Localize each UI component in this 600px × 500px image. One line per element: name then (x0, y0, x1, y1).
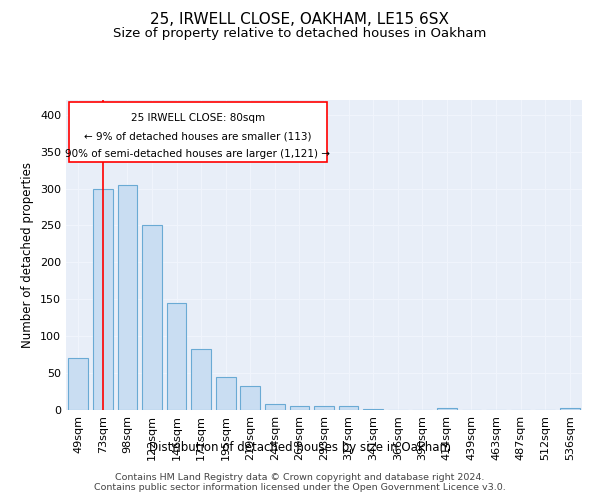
Text: ← 9% of detached houses are smaller (113): ← 9% of detached houses are smaller (113… (84, 132, 311, 141)
Text: 90% of semi-detached houses are larger (1,121) →: 90% of semi-detached houses are larger (… (65, 149, 330, 159)
Bar (364, 408, 383, 410)
Bar (290, 406, 309, 410)
Bar (142, 226, 162, 410)
Bar (216, 377, 236, 410)
Bar (118, 185, 137, 410)
Text: Distribution of detached houses by size in Oakham: Distribution of detached houses by size … (149, 441, 451, 454)
Text: Contains HM Land Registry data © Crown copyright and database right 2024.
Contai: Contains HM Land Registry data © Crown c… (94, 473, 506, 492)
Bar (560, 408, 580, 410)
Text: Size of property relative to detached houses in Oakham: Size of property relative to detached ho… (113, 28, 487, 40)
FancyBboxPatch shape (68, 102, 326, 162)
Text: 25 IRWELL CLOSE: 80sqm: 25 IRWELL CLOSE: 80sqm (131, 114, 265, 124)
Bar (167, 303, 187, 410)
Bar (93, 188, 113, 410)
Bar (191, 348, 211, 410)
Bar (68, 358, 88, 410)
Bar (437, 408, 457, 410)
Bar (314, 406, 334, 410)
Text: 25, IRWELL CLOSE, OAKHAM, LE15 6SX: 25, IRWELL CLOSE, OAKHAM, LE15 6SX (151, 12, 449, 28)
Y-axis label: Number of detached properties: Number of detached properties (22, 162, 34, 348)
Bar (241, 386, 260, 410)
Bar (339, 406, 358, 410)
Bar (265, 404, 284, 410)
